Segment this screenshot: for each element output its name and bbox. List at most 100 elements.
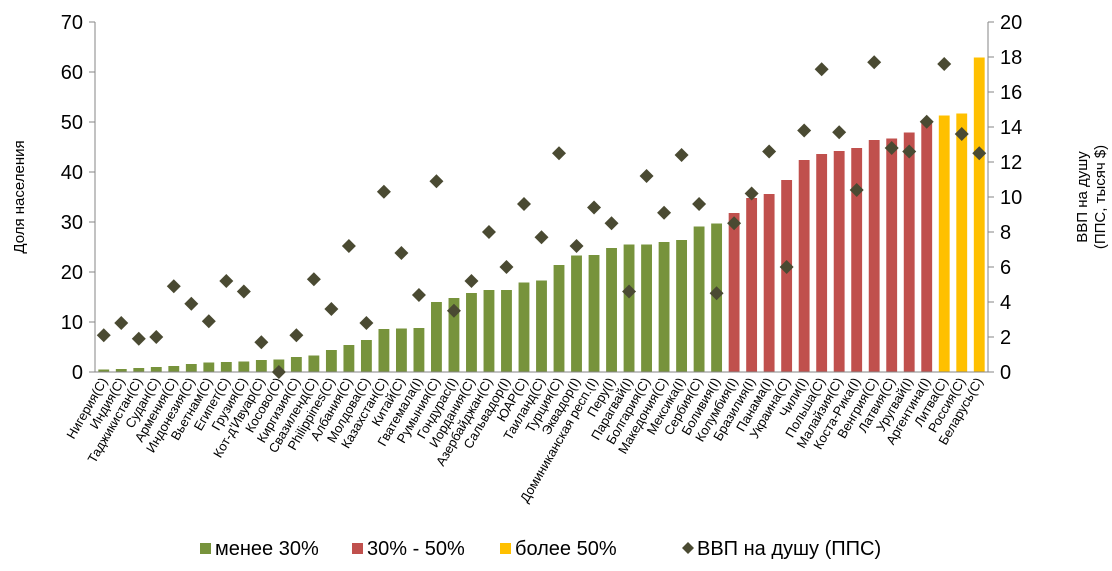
- gdp-point: [411, 288, 426, 302]
- bar-low: [150, 367, 162, 372]
- gdp-point: [727, 216, 742, 231]
- y2-tick-label: 0: [1000, 362, 1011, 384]
- gdp-point: [954, 127, 969, 141]
- bar-low: [378, 329, 390, 372]
- legend-swatch-high: [500, 543, 511, 554]
- legend-swatch-mid: [352, 543, 363, 554]
- bar-low: [98, 369, 110, 372]
- gdp-point: [394, 246, 409, 260]
- gdp-point: [166, 279, 181, 294]
- bar-low: [413, 328, 425, 372]
- bar-low: [203, 362, 215, 372]
- bar-mid: [728, 213, 740, 372]
- y2-tick-label: 18: [1000, 47, 1022, 69]
- bar-low: [343, 345, 355, 372]
- gdp-point: [254, 335, 269, 350]
- bar-high: [973, 57, 985, 372]
- legend: менее 30% 30% - 50% более 50% ВВП на душу (…: [200, 538, 881, 560]
- gdp-point: [674, 148, 689, 162]
- bar-low: [676, 240, 688, 372]
- bar-low: [641, 244, 652, 372]
- bar-low: [448, 298, 460, 372]
- bar-mid: [868, 140, 880, 372]
- bar-low: [185, 364, 197, 372]
- bar-low: [325, 350, 337, 372]
- legend-label-mid: 30% - 50%: [367, 538, 465, 560]
- legend-label-low: менее 30%: [215, 538, 319, 560]
- y2-tick-label: 2: [1000, 327, 1011, 349]
- bar-mid: [921, 122, 933, 372]
- bar-mid: [903, 132, 915, 372]
- gdp-point: [429, 174, 444, 189]
- bar-low: [466, 293, 477, 372]
- y2-tick-label: 16: [1000, 82, 1022, 104]
- gdp-point: [779, 260, 794, 274]
- y2-axis-ticks: 0 2 4 6 8 10 12 14 16 18 20: [988, 12, 1022, 384]
- y-tick-label: 40: [61, 162, 83, 184]
- y-tick-label: 30: [61, 212, 83, 234]
- gdp-point: [516, 197, 531, 211]
- gdp-point: [359, 316, 374, 330]
- gdp-point: [867, 55, 882, 70]
- bar-mid: [833, 151, 845, 372]
- bar-low: [220, 362, 232, 372]
- bar-low: [431, 302, 442, 372]
- bar-mid: [781, 180, 793, 372]
- y2-tick-label: 12: [1000, 152, 1022, 174]
- bar-low: [536, 280, 547, 372]
- gdp-point: [446, 303, 461, 318]
- category-labels: Нигерия(С)Индия(С)Таджикистан(С)Судан(С)…: [63, 375, 985, 505]
- bar-high: [956, 113, 968, 372]
- y-axis-ticks: 0 10 20 30 40 50 60 70: [61, 12, 95, 384]
- y-tick-label: 70: [61, 12, 83, 34]
- gdp-point: [744, 186, 759, 201]
- bar-low: [553, 265, 565, 372]
- gdp-point: [552, 146, 567, 161]
- gdp-point: [131, 331, 146, 346]
- gdp-point: [569, 239, 584, 253]
- gdp-point: [499, 260, 514, 274]
- bar-low: [518, 282, 530, 372]
- bar-high: [938, 115, 950, 372]
- bar-low: [501, 290, 512, 372]
- gdp-point: [832, 125, 847, 140]
- bar-low: [606, 248, 617, 372]
- y-tick-label: 10: [61, 312, 83, 334]
- bar-low: [693, 226, 705, 372]
- gdp-point: [692, 197, 707, 211]
- gdp-point: [534, 230, 549, 245]
- bar-low: [290, 357, 302, 372]
- gdp-point: [149, 330, 164, 344]
- gdp-point: [639, 169, 654, 183]
- bar-low: [168, 366, 180, 372]
- gdp-point: [96, 328, 111, 343]
- gdp-point: [587, 200, 602, 215]
- y-axis-title: Доля населения: [11, 140, 28, 253]
- gdp-marker-group: [96, 55, 987, 379]
- y2-axis-title-line2: (ППС, тысяч $): [1092, 145, 1109, 249]
- y-tick-label: 60: [61, 62, 83, 84]
- gdp-point: [814, 62, 829, 77]
- bar-mid: [886, 138, 898, 372]
- gdp-point: [201, 314, 216, 329]
- y2-tick-label: 14: [1000, 117, 1022, 139]
- bar-low: [360, 340, 372, 372]
- gdp-point: [219, 274, 234, 288]
- bar-low: [395, 328, 407, 372]
- bar-low: [308, 355, 320, 372]
- bar-series-group: [98, 57, 985, 372]
- bar-low: [238, 361, 250, 372]
- bar-low: [115, 369, 127, 372]
- bar-low: [658, 242, 670, 372]
- gdp-point: [849, 183, 864, 197]
- bar-low: [483, 290, 495, 372]
- bar-mid: [816, 154, 828, 372]
- gdp-point: [341, 239, 356, 253]
- gdp-point: [657, 205, 672, 220]
- y-tick-label: 0: [72, 362, 83, 384]
- gdp-point: [114, 316, 129, 330]
- gdp-point: [236, 284, 251, 299]
- y2-tick-label: 10: [1000, 187, 1022, 209]
- gdp-point: [902, 144, 917, 159]
